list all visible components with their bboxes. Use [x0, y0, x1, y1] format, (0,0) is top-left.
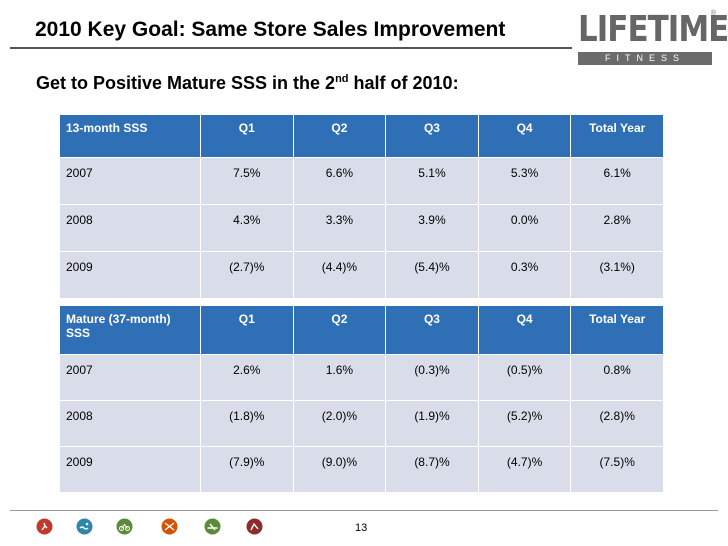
column-header: Q2	[293, 115, 386, 157]
table-cell: (5.2)%	[478, 401, 571, 446]
kayak-icon	[204, 518, 221, 535]
title-divider	[10, 47, 572, 49]
table-cell: (0.5)%	[478, 355, 571, 400]
table-cell: 2.8%	[571, 205, 663, 251]
table-cell: 2.6%	[201, 355, 293, 400]
table-row: 2007 7.5% 6.6% 5.1% 5.3% 6.1%	[60, 158, 663, 204]
table-cell: (8.7)%	[386, 447, 478, 492]
logo-wordmark: LIFETIME	[578, 8, 728, 51]
sss-mature-table: Mature (37-month) SSS Q1 Q2 Q3 Q4 Total …	[59, 305, 664, 493]
column-header: Q3	[386, 115, 478, 157]
logo-registered-mark: ®	[710, 10, 716, 17]
table-cell: (2.7)%	[201, 252, 293, 298]
table-cell: 0.8%	[571, 355, 663, 400]
column-header: 13-month SSS	[60, 115, 200, 157]
table-cell: (2.8)%	[571, 401, 663, 446]
table-cell: 2008	[60, 401, 200, 446]
table-cell: (4.4)%	[293, 252, 386, 298]
table-cell: 3.3%	[293, 205, 386, 251]
column-header: Mature (37-month) SSS	[60, 306, 200, 354]
column-header: Q3	[386, 306, 478, 354]
table-cell: (1.8)%	[201, 401, 293, 446]
subtitle-text-end: half of 2010:	[348, 73, 459, 93]
page-number: 13	[355, 522, 368, 534]
table-cell: (7.9)%	[201, 447, 293, 492]
table-cell: (3.1%)	[571, 252, 663, 298]
column-header: Q4	[478, 306, 571, 354]
table-cell: 1.6%	[293, 355, 386, 400]
table-header-row: 13-month SSS Q1 Q2 Q3 Q4 Total Year	[60, 115, 663, 157]
table-row: 2007 2.6% 1.6% (0.3)% (0.5)% 0.8%	[60, 355, 663, 400]
table-cell: (1.9)%	[386, 401, 478, 446]
table-cell: 7.5%	[201, 158, 293, 204]
table-row: 2009 (7.9)% (9.0)% (8.7)% (4.7)% (7.5)%	[60, 447, 663, 492]
table-row: 2008 (1.8)% (2.0)% (1.9)% (5.2)% (2.8)%	[60, 401, 663, 446]
sss-13-month-table: 13-month SSS Q1 Q2 Q3 Q4 Total Year 2007…	[59, 114, 664, 299]
table-cell: 2007	[60, 355, 200, 400]
table-cell: (0.3)%	[386, 355, 478, 400]
table-cell: (2.0)%	[293, 401, 386, 446]
table-row: 2008 4.3% 3.3% 3.9% 0.0% 2.8%	[60, 205, 663, 251]
running-icon	[36, 518, 53, 535]
table-cell: 0.3%	[478, 252, 571, 298]
table-cell: 6.1%	[571, 158, 663, 204]
table-cell: 2009	[60, 252, 200, 298]
climbing-icon	[246, 518, 263, 535]
slide-title: 2010 Key Goal: Same Store Sales Improvem…	[35, 18, 506, 41]
column-header: Q4	[478, 115, 571, 157]
column-header: Q1	[201, 306, 293, 354]
column-header: Q2	[293, 306, 386, 354]
table-cell: 3.9%	[386, 205, 478, 251]
table-cell: 2009	[60, 447, 200, 492]
table-cell: (9.0)%	[293, 447, 386, 492]
table-cell: 0.0%	[478, 205, 571, 251]
table-cell: (4.7)%	[478, 447, 571, 492]
table-cell: 2007	[60, 158, 200, 204]
basketball-icon	[161, 518, 178, 535]
table-row: 2009 (2.7)% (4.4)% (5.4)% 0.3% (3.1%)	[60, 252, 663, 298]
column-header: Total Year	[571, 306, 663, 354]
table-header-row: Mature (37-month) SSS Q1 Q2 Q3 Q4 Total …	[60, 306, 663, 354]
table-cell: 4.3%	[201, 205, 293, 251]
table-cell: 6.6%	[293, 158, 386, 204]
subtitle-superscript: nd	[335, 73, 349, 85]
subtitle-text: Get to Positive Mature SSS in the 2	[36, 73, 336, 93]
table-cell: (7.5)%	[571, 447, 663, 492]
table-cell: 5.3%	[478, 158, 571, 204]
column-header: Q1	[201, 115, 293, 157]
footer-divider	[10, 510, 718, 511]
column-header: Total Year	[571, 115, 663, 157]
lifetime-fitness-logo: LIFETIME FITNESS ®	[578, 8, 728, 66]
table-cell: 5.1%	[386, 158, 478, 204]
swimming-icon	[76, 518, 93, 535]
table-cell: 2008	[60, 205, 200, 251]
logo-subtitle: FITNESS	[578, 52, 712, 65]
cycling-icon	[116, 518, 133, 535]
table-cell: (5.4)%	[386, 252, 478, 298]
slide-subtitle: Get to Positive Mature SSS in the 2nd ha…	[36, 73, 459, 94]
